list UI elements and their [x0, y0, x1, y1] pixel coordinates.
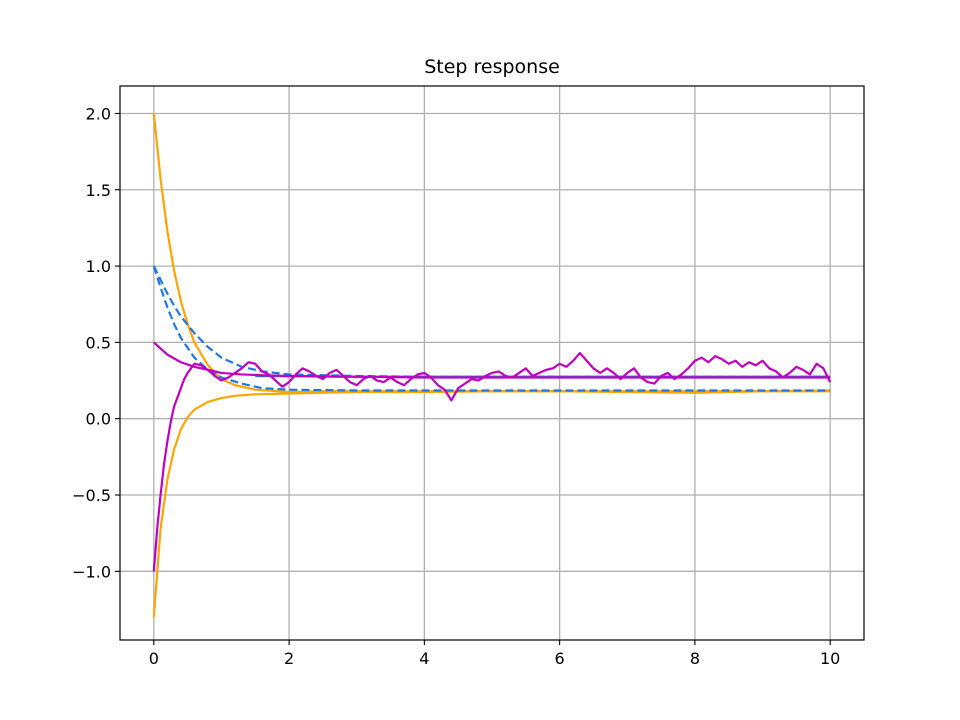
- axis-ticks: 0 2 4 6 8 10 −1.0 −0.5 0.0 0.5 1.0 1.5 2.0: [72, 104, 840, 668]
- x-tick-label: 4: [419, 649, 429, 668]
- series-line-2: [152, 389, 831, 618]
- x-tick-label: 10: [820, 649, 840, 668]
- series-line-4: [152, 265, 831, 378]
- x-tick-label: 2: [284, 649, 294, 668]
- y-tick-label: 0.5: [86, 333, 111, 352]
- series-lines: [152, 113, 832, 618]
- y-tick-label: −1.0: [72, 562, 111, 581]
- chart-title: Step response: [424, 56, 560, 78]
- series-line-1: [152, 113, 831, 394]
- y-tick-label: 1.0: [86, 257, 111, 276]
- x-tick-label: 6: [555, 649, 565, 668]
- plot-frame: [119, 85, 865, 641]
- series-line-3: [152, 265, 831, 392]
- y-tick-label: 0.0: [86, 410, 111, 429]
- x-tick-label: 0: [149, 649, 159, 668]
- grid-lines: [120, 86, 864, 640]
- series-line-6: [153, 341, 831, 379]
- y-tick-label: −0.5: [72, 486, 111, 505]
- y-tick-label: 2.0: [86, 104, 111, 123]
- x-tick-label: 8: [690, 649, 700, 668]
- y-tick-label: 1.5: [86, 181, 111, 200]
- series-line-7: [152, 351, 832, 572]
